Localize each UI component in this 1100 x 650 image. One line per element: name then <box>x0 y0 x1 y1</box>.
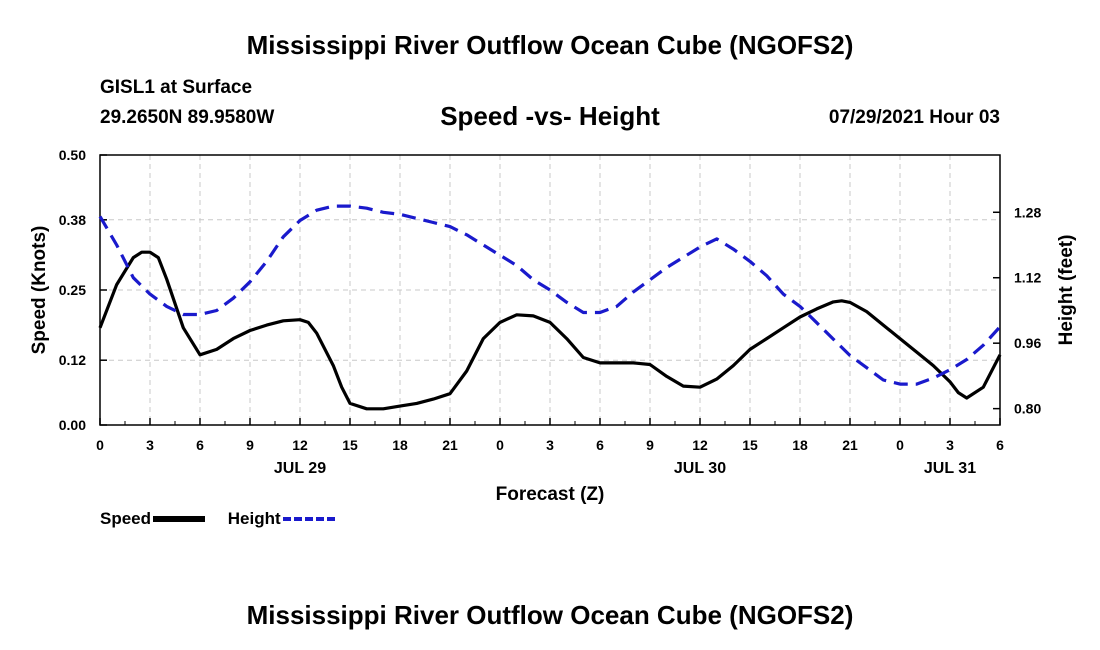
chart-subtitle: Speed -vs- Height <box>440 101 660 131</box>
x-tick-label-1: 3 <box>146 437 154 453</box>
station-coordinates: 29.2650N 89.9580W <box>100 107 275 128</box>
x-tick-label-0: 0 <box>96 437 104 453</box>
y2-tick-label-1: 0.96 <box>1014 335 1041 351</box>
y-tick-label-0: 0.00 <box>59 417 86 433</box>
x-tick-label-14: 18 <box>792 437 808 453</box>
forecast-datetime: 07/29/2021 Hour 03 <box>828 107 1000 128</box>
x-tick-label-4: 12 <box>292 437 308 453</box>
chart-main-title: Mississippi River Outflow Ocean Cube (NG… <box>246 30 854 60</box>
x-axis-title: Forecast (Z) <box>496 484 605 505</box>
x-tick-label-16: 0 <box>896 437 904 453</box>
y2-tick-label-0: 0.80 <box>1014 401 1041 417</box>
legend-speed-swatch <box>153 516 206 522</box>
x-tick-label-13: 15 <box>742 437 758 453</box>
y-tick-label-3: 0.38 <box>59 212 86 228</box>
x-tick-label-3: 9 <box>246 437 254 453</box>
x-tick-label-6: 18 <box>392 437 408 453</box>
x-tick-label-18: 6 <box>996 437 1004 453</box>
legend-item-speed: Speed <box>100 509 206 529</box>
chart-footer-title: Mississippi River Outflow Ocean Cube (NG… <box>246 600 854 630</box>
y-tick-label-4: 0.50 <box>59 147 86 163</box>
plot-area-border <box>99 154 1001 426</box>
legend-height-label: Height <box>227 509 281 528</box>
x-tick-label-17: 3 <box>946 437 954 453</box>
x-tick-label-5: 15 <box>342 437 358 453</box>
legend-height-swatch <box>282 517 335 521</box>
x-tick-label-12: 12 <box>692 437 708 453</box>
x-tick-label-11: 9 <box>646 437 654 453</box>
x-tick-label-10: 6 <box>596 437 604 453</box>
series-line-height <box>98 204 1002 386</box>
x-date-label-2: JUL 31 <box>924 460 976 477</box>
chart-legend: Speed Height <box>100 509 353 529</box>
x-tick-label-9: 3 <box>546 437 554 453</box>
x-date-label-1: JUL 30 <box>674 460 726 477</box>
y-tick-label-2: 0.25 <box>59 282 86 298</box>
x-date-label-0: JUL 29 <box>274 460 326 477</box>
series-line-speed <box>98 250 1002 411</box>
x-tick-label-8: 0 <box>496 437 504 453</box>
legend-item-height: Height <box>228 509 335 529</box>
x-tick-label-2: 6 <box>196 437 204 453</box>
legend-speed-label: Speed <box>100 509 152 528</box>
x-tick-label-7: 21 <box>442 437 458 453</box>
y-tick-label-1: 0.12 <box>59 352 86 368</box>
x-tick-label-15: 21 <box>842 437 858 453</box>
y2-tick-label-2: 1.12 <box>1014 270 1041 286</box>
y-axis-title: Speed (Knots) <box>29 226 50 355</box>
y2-tick-label-3: 1.28 <box>1014 204 1041 220</box>
station-label: GISL1 at Surface <box>100 77 253 98</box>
y2-axis-title: Height (feet) <box>1056 235 1077 346</box>
